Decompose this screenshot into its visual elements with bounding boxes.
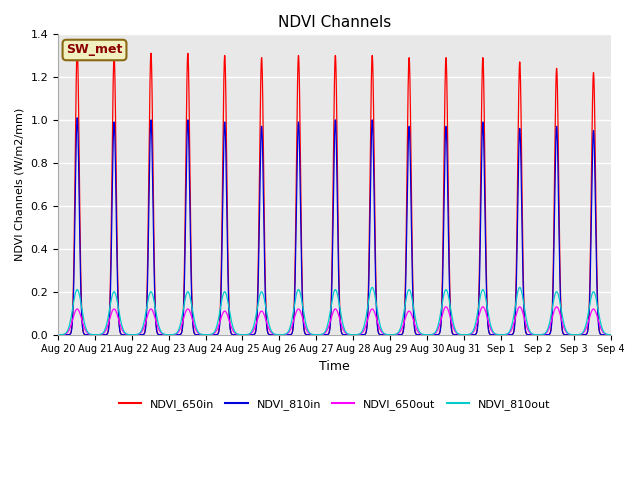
NDVI_650in: [74, 46, 81, 52]
NDVI_650in: [490, 332, 497, 337]
NDVI_810out: [54, 332, 62, 337]
NDVI_650in: [173, 332, 180, 337]
NDVI_810out: [516, 285, 524, 290]
NDVI_810in: [74, 115, 81, 120]
NDVI_650out: [607, 332, 615, 337]
Legend: NDVI_650in, NDVI_810in, NDVI_650out, NDVI_810out: NDVI_650in, NDVI_810in, NDVI_650out, NDV…: [115, 395, 555, 414]
Text: SW_met: SW_met: [67, 44, 123, 57]
NDVI_810out: [490, 329, 497, 335]
NDVI_650out: [54, 332, 62, 337]
NDVI_650out: [411, 322, 419, 327]
NDVI_810in: [607, 332, 615, 337]
NDVI_810in: [173, 332, 180, 337]
NDVI_650out: [173, 331, 180, 336]
Line: NDVI_810in: NDVI_810in: [58, 118, 611, 335]
NDVI_810in: [167, 332, 175, 337]
NDVI_810out: [411, 313, 419, 319]
NDVI_810out: [607, 332, 615, 337]
NDVI_650in: [261, 273, 269, 278]
NDVI_650in: [607, 332, 615, 337]
NDVI_810in: [411, 329, 419, 335]
NDVI_810in: [261, 288, 269, 293]
NDVI_810out: [166, 332, 174, 337]
NDVI_650out: [490, 330, 497, 336]
NDVI_810out: [605, 332, 613, 337]
NDVI_650in: [605, 332, 613, 337]
NDVI_650out: [605, 332, 613, 337]
NDVI_650out: [166, 332, 174, 337]
NDVI_810in: [490, 332, 497, 337]
X-axis label: Time: Time: [319, 360, 350, 373]
NDVI_810out: [173, 330, 180, 336]
Line: NDVI_650out: NDVI_650out: [58, 307, 611, 335]
NDVI_650in: [411, 328, 419, 334]
Y-axis label: NDVI Channels (W/m2/mm): NDVI Channels (W/m2/mm): [15, 108, 25, 261]
NDVI_810out: [261, 300, 269, 306]
NDVI_650in: [54, 332, 62, 337]
NDVI_810in: [605, 332, 613, 337]
NDVI_650out: [261, 314, 269, 320]
NDVI_810in: [54, 332, 62, 337]
Title: NDVI Channels: NDVI Channels: [278, 15, 391, 30]
Line: NDVI_810out: NDVI_810out: [58, 288, 611, 335]
NDVI_650out: [553, 304, 561, 310]
Line: NDVI_650in: NDVI_650in: [58, 49, 611, 335]
NDVI_650in: [167, 332, 175, 337]
